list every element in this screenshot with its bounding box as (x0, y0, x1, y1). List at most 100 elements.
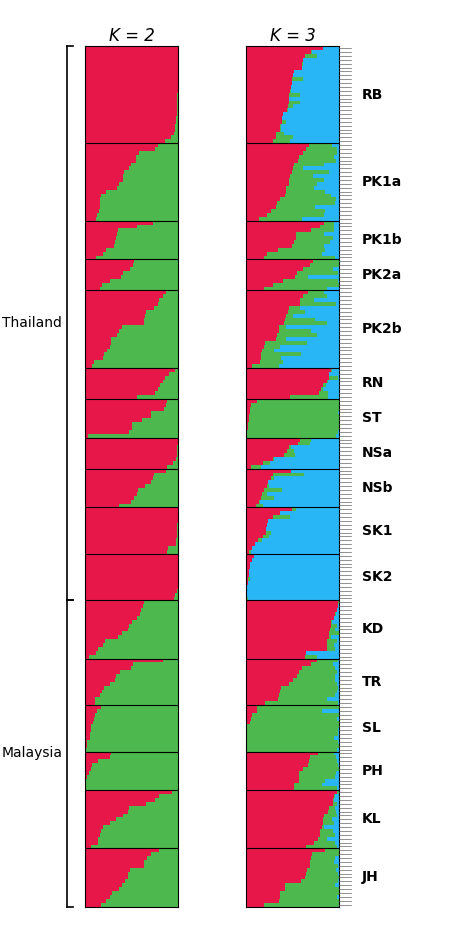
Bar (327, 643, 334, 647)
Bar (89, 655, 178, 659)
Bar (85, 492, 137, 496)
Bar (246, 546, 252, 550)
Bar (176, 542, 178, 546)
Bar (290, 395, 328, 399)
Bar (246, 240, 294, 244)
Bar (103, 643, 178, 647)
Bar (246, 326, 279, 329)
Bar (85, 402, 166, 407)
Bar (332, 620, 339, 623)
Bar (324, 163, 339, 166)
Bar (284, 453, 295, 457)
Bar (314, 298, 339, 302)
Bar (246, 69, 294, 73)
Bar (166, 469, 178, 473)
Bar (85, 116, 176, 120)
Bar (246, 809, 328, 813)
Bar (122, 883, 178, 887)
Bar (273, 515, 290, 519)
Bar (324, 232, 339, 236)
Bar (246, 108, 287, 112)
Bar (246, 795, 334, 798)
Text: JH: JH (362, 870, 378, 884)
Bar (293, 314, 339, 317)
Bar (85, 848, 159, 852)
Bar (169, 372, 178, 376)
Bar (246, 550, 248, 554)
Bar (85, 450, 177, 453)
Bar (246, 570, 249, 574)
Bar (85, 783, 178, 786)
Bar (303, 62, 339, 66)
Bar (246, 871, 306, 875)
Bar (258, 538, 262, 542)
Bar (304, 875, 339, 880)
Bar (85, 786, 178, 790)
Bar (85, 860, 145, 864)
Bar (328, 321, 339, 326)
Bar (315, 317, 339, 321)
Bar (246, 302, 300, 306)
Bar (175, 593, 178, 597)
Bar (134, 259, 178, 264)
Bar (301, 880, 338, 883)
Bar (176, 538, 178, 542)
Bar (85, 717, 94, 721)
Bar (100, 287, 178, 290)
Bar (114, 244, 178, 248)
Bar (246, 422, 248, 426)
Bar (246, 105, 288, 108)
Bar (246, 364, 252, 368)
Bar (85, 837, 98, 841)
Bar (111, 340, 178, 345)
Bar (85, 705, 101, 709)
Bar (246, 627, 330, 632)
Bar (335, 678, 339, 682)
Bar (334, 860, 339, 864)
Bar (273, 457, 274, 461)
Bar (250, 721, 339, 724)
Bar (246, 391, 319, 395)
Bar (307, 845, 337, 848)
Bar (85, 283, 102, 287)
Text: NSa: NSa (362, 446, 393, 460)
Bar (85, 170, 124, 174)
Bar (246, 736, 334, 740)
Text: SK1: SK1 (362, 524, 392, 537)
Bar (321, 388, 323, 391)
Bar (85, 430, 129, 434)
Bar (144, 317, 178, 321)
Bar (286, 120, 339, 124)
Bar (247, 585, 339, 588)
Bar (123, 174, 178, 178)
Bar (251, 464, 261, 469)
Bar (85, 225, 137, 228)
Bar (85, 632, 122, 635)
Bar (284, 887, 339, 891)
Bar (101, 705, 178, 709)
Bar (85, 875, 128, 880)
Bar (329, 632, 339, 635)
Bar (257, 399, 339, 402)
Bar (138, 488, 178, 492)
Bar (128, 627, 178, 632)
Bar (266, 526, 339, 531)
Bar (246, 623, 330, 627)
Bar (283, 360, 339, 364)
Bar (246, 845, 307, 848)
Bar (157, 388, 178, 391)
Bar (177, 112, 178, 116)
Bar (85, 809, 128, 813)
Text: PK2b: PK2b (362, 322, 402, 336)
Bar (246, 806, 329, 809)
Bar (85, 694, 100, 697)
Bar (95, 697, 178, 701)
Bar (293, 73, 339, 78)
Bar (247, 732, 338, 736)
Bar (85, 821, 110, 825)
Bar (85, 337, 111, 340)
Bar (309, 143, 332, 147)
Bar (128, 809, 178, 813)
Bar (288, 310, 305, 314)
Bar (85, 841, 98, 845)
